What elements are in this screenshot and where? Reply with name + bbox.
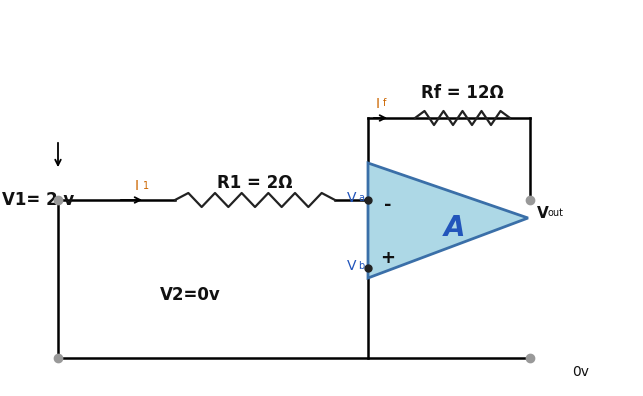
Text: V: V (347, 191, 356, 205)
Text: I: I (135, 179, 139, 193)
Text: 0v: 0v (572, 365, 589, 379)
Text: V1= 2 v: V1= 2 v (2, 191, 74, 209)
Text: +: + (381, 249, 395, 267)
Text: out: out (548, 208, 564, 218)
Text: Rf = 12Ω: Rf = 12Ω (421, 84, 503, 102)
Text: A: A (444, 214, 466, 242)
Text: I: I (376, 97, 380, 111)
Text: V2=0v: V2=0v (159, 286, 221, 304)
Text: -: - (385, 196, 392, 214)
Text: R1 = 2Ω: R1 = 2Ω (217, 174, 293, 192)
Text: a: a (358, 193, 364, 203)
Text: f: f (383, 98, 386, 108)
Text: 1: 1 (143, 181, 149, 191)
Polygon shape (368, 163, 528, 278)
Text: V: V (347, 259, 356, 273)
Text: V: V (537, 206, 548, 221)
Text: b: b (358, 261, 364, 271)
